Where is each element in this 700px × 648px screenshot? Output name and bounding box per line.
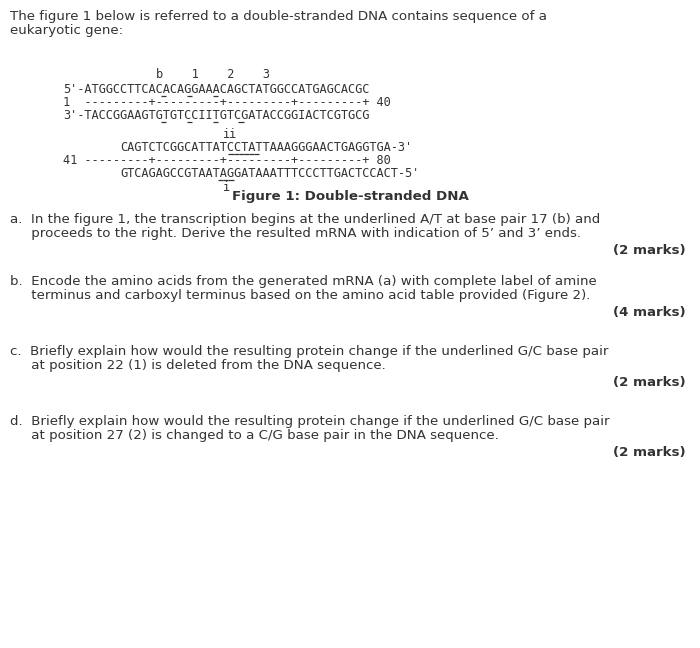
Text: eukaryotic gene:: eukaryotic gene: — [10, 24, 123, 37]
Text: b    1    2    3: b 1 2 3 — [156, 68, 270, 81]
Text: b.  Encode the amino acids from the generated mRNA (a) with complete label of am: b. Encode the amino acids from the gener… — [10, 275, 596, 288]
Text: terminus and carboxyl terminus based on the amino acid table provided (Figure 2): terminus and carboxyl terminus based on … — [10, 289, 591, 302]
Text: Figure 1: Double-stranded DNA: Figure 1: Double-stranded DNA — [232, 190, 468, 203]
Text: (4 marks): (4 marks) — [613, 306, 686, 319]
Text: at position 22 (1) is deleted from the DNA sequence.: at position 22 (1) is deleted from the D… — [10, 359, 386, 372]
Text: at position 27 (2) is changed to a C/G base pair in the DNA sequence.: at position 27 (2) is changed to a C/G b… — [10, 429, 499, 442]
Text: 3'-TACCGGAAGTGTGTCCIITGTCGATACCGGIACTCGTGCG: 3'-TACCGGAAGTGTGTCCIITGTCGATACCGGIACTCGT… — [63, 109, 370, 122]
Text: d.  Briefly explain how would the resulting protein change if the underlined G/C: d. Briefly explain how would the resulti… — [10, 415, 610, 428]
Text: (2 marks): (2 marks) — [613, 376, 686, 389]
Text: The figure 1 below is referred to a double-stranded DNA contains sequence of a: The figure 1 below is referred to a doub… — [10, 10, 547, 23]
Text: CAGTCTCGGCATTATCCTATTAAAGGGAACTGAGGTGA-3': CAGTCTCGGCATTATCCTATTAAAGGGAACTGAGGTGA-3… — [120, 141, 412, 154]
Text: c.  Briefly explain how would the resulting protein change if the underlined G/C: c. Briefly explain how would the resulti… — [10, 345, 608, 358]
Text: 41 ---------+---------+---------+---------+ 80: 41 ---------+---------+---------+-------… — [63, 154, 391, 167]
Text: GTCAGAGCCGTAATAGGATAAATTTCCCTTGACTCCACT-5': GTCAGAGCCGTAATAGGATAAATTTCCCTTGACTCCACT-… — [120, 167, 419, 180]
Text: a.  In the figure 1, the transcription begins at the underlined A/T at base pair: a. In the figure 1, the transcription be… — [10, 213, 601, 226]
Text: 5'-ATGGCCTTCACACAGGAAACAGCTATGGCCATGAGCACGC: 5'-ATGGCCTTCACACAGGAAACAGCTATGGCCATGAGCA… — [63, 83, 370, 96]
Text: ii: ii — [223, 128, 237, 141]
Text: 1  ---------+---------+---------+---------+ 40: 1 ---------+---------+---------+--------… — [63, 96, 391, 109]
Text: proceeds to the right. Derive the resulted mRNA with indication of 5’ and 3’ end: proceeds to the right. Derive the result… — [10, 227, 581, 240]
Text: (2 marks): (2 marks) — [613, 446, 686, 459]
Text: i: i — [223, 181, 230, 194]
Text: (2 marks): (2 marks) — [613, 244, 686, 257]
